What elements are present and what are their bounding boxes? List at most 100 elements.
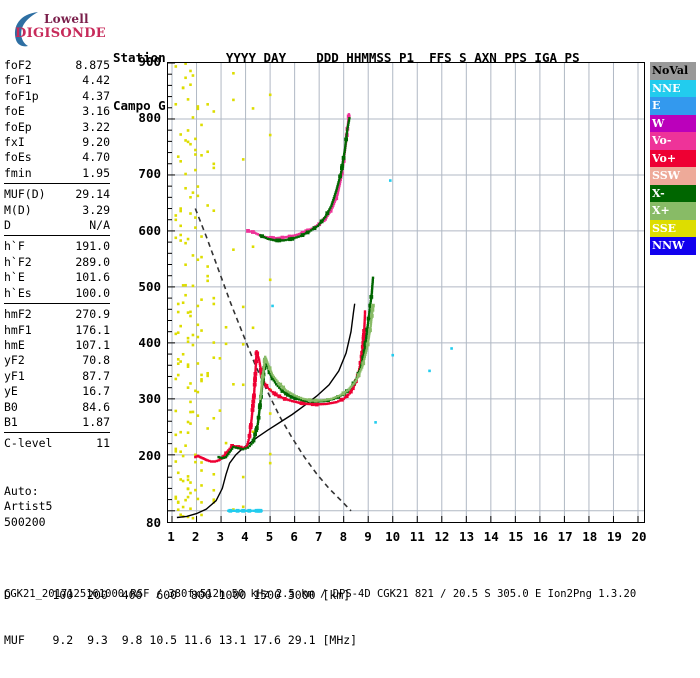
- param-value: 176.1: [75, 322, 110, 337]
- param-value: 101.6: [75, 270, 110, 285]
- param-group-profile: hmF2 270.9 hmF1 176.1 hmE 107.1 yF2 70.8 yF1…: [4, 307, 110, 434]
- x-tick-label-7: 7: [315, 529, 323, 544]
- x-tick-label-15: 15: [508, 529, 524, 544]
- x-ticks: [171, 516, 639, 522]
- param-label: M(D): [4, 202, 32, 217]
- param-row-foep: foEp 3.22: [4, 120, 110, 135]
- y-tick-label-800: 800: [138, 110, 161, 126]
- muf-distance-table: D 100 200 400 600 800 1000 1500 3000 [km…: [4, 558, 357, 678]
- legend-item-nne[interactable]: NNE: [650, 79, 696, 97]
- x-tick-label-1: 1: [167, 529, 175, 544]
- file-info-line: CGK21_2017125161000.RSF / 380fx512h 50 k…: [4, 588, 637, 600]
- param-row-hf: h`F 191.0: [4, 239, 110, 254]
- param-value: 107.1: [75, 337, 110, 352]
- logo-text-lowell: Lowell: [44, 12, 89, 26]
- legend-item-x-plus[interactable]: X+: [650, 202, 696, 220]
- x-tick-label-18: 18: [582, 529, 598, 544]
- param-group-muf: MUF(D) 29.14 M(D) 3.29 D N/A: [4, 187, 110, 237]
- param-row-md: M(D) 3.29: [4, 203, 110, 218]
- x-tick-label-14: 14: [483, 529, 499, 544]
- legend-item-nnw[interactable]: NNW: [650, 237, 696, 255]
- param-row-fmin: fmin 1.95: [4, 166, 110, 181]
- param-value: 4.37: [82, 88, 110, 103]
- trace-e-region-es-blue-: [227, 508, 263, 513]
- param-group-frequencies: foF2 8.875 foF1 4.42 foF1p 4.37 foE 3.16 foE…: [4, 58, 110, 185]
- param-value: 3.16: [82, 104, 110, 119]
- y-tick-label-200: 200: [138, 447, 161, 463]
- param-value: 100.0: [75, 285, 110, 300]
- param-row-foes: foEs 4.70: [4, 150, 110, 165]
- param-value: 270.9: [75, 307, 110, 322]
- legend-item-w[interactable]: W: [650, 114, 696, 132]
- footer-distance-row: D 100 200 400 600 800 1000 1500 3000 [km…: [4, 588, 351, 602]
- param-row-d: D N/A: [4, 218, 110, 233]
- x-tick-label-9: 9: [364, 529, 372, 544]
- legend-item-sse[interactable]: SSE: [650, 219, 696, 237]
- y-tick-label-400: 400: [138, 335, 161, 351]
- x-tick-label-10: 10: [385, 529, 401, 544]
- ionogram-plot[interactable]: [167, 62, 645, 523]
- param-label: MUF(D): [4, 187, 46, 202]
- noise-speckle: [174, 63, 272, 520]
- param-row-yf1: yF1 87.7: [4, 369, 110, 384]
- param-value: 9.20: [82, 135, 110, 150]
- param-label: D: [4, 218, 11, 233]
- param-row-b1: B1 1.87: [4, 415, 110, 430]
- param-row-fof2: foF2 8.875: [4, 58, 110, 73]
- ionogram-parameters-panel: foF2 8.875 foF1 4.42 foF1p 4.37 foE 3.16 foE…: [4, 58, 110, 457]
- param-value: 3.29: [82, 202, 110, 217]
- param-group-clevel: C-level 11: [4, 436, 110, 453]
- param-label: foF1p: [4, 88, 39, 103]
- y-minor-ticks: [168, 63, 175, 512]
- param-row-hmf2: hmF2 270.9: [4, 307, 110, 322]
- x-tick-label-4: 4: [241, 529, 249, 544]
- auto-code: 500200: [4, 514, 46, 529]
- y-tick-label-500: 500: [138, 278, 161, 294]
- param-row-fof1p: foF1p 4.37: [4, 89, 110, 104]
- param-group-virtual-heights: h`F 191.0 h`F2 289.0 h`E 101.6 h`Es 100.0: [4, 239, 110, 305]
- auto-label: Auto:: [4, 484, 39, 498]
- param-label: h`F2: [4, 254, 32, 269]
- auto-software: Artist5: [4, 499, 53, 514]
- param-row-hme: hmE 107.1: [4, 338, 110, 353]
- param-row-fxi: fxI 9.20: [4, 135, 110, 150]
- param-label: yF1: [4, 368, 25, 383]
- param-value: 8.875: [75, 58, 110, 72]
- param-value: 1.87: [82, 414, 110, 429]
- legend-item-ssw[interactable]: SSW: [650, 167, 696, 185]
- x-tick-label-8: 8: [339, 529, 348, 544]
- param-label: h`Es: [4, 285, 32, 300]
- legend-item-vo-plus[interactable]: Vo+: [650, 149, 696, 167]
- param-label: C-level: [4, 436, 53, 451]
- param-label: foF2: [4, 58, 32, 72]
- trace-x-trace-upper-x-: [259, 303, 375, 403]
- param-label: fxI: [4, 135, 25, 150]
- param-label: hmF1: [4, 322, 32, 337]
- x-tick-label-12: 12: [434, 529, 450, 544]
- param-value: 29.14: [75, 187, 110, 202]
- logo-arc-icon: [14, 12, 38, 47]
- param-label: foE: [4, 104, 25, 119]
- legend-item-e[interactable]: E: [650, 97, 696, 115]
- grid-lines: [168, 63, 644, 522]
- param-row-yf2: yF2 70.8: [4, 353, 110, 368]
- param-row-ye: yE 16.7: [4, 384, 110, 399]
- legend-item-noval[interactable]: NoVal: [650, 62, 696, 80]
- param-value: 84.6: [82, 399, 110, 414]
- legend-item-x-minus[interactable]: X-: [650, 184, 696, 202]
- x-tick-label-6: 6: [290, 529, 298, 544]
- param-value: 87.7: [82, 368, 110, 383]
- param-label: h`E: [4, 270, 25, 285]
- x-tick-label-2: 2: [191, 529, 200, 544]
- param-value: 289.0: [75, 254, 110, 269]
- x-tick-label-5: 5: [265, 529, 274, 544]
- param-row-hmf1: hmF1 176.1: [4, 323, 110, 338]
- param-row-hes: h`Es 100.0: [4, 286, 110, 301]
- param-label: B1: [4, 414, 18, 429]
- autoscaling-info: Auto: Artist5 500200: [4, 484, 52, 530]
- y-tick-label-600: 600: [138, 222, 161, 238]
- param-row-he: h`E 101.6: [4, 270, 110, 285]
- trace-x-trace-x-: [217, 276, 375, 460]
- legend-item-vo-minus[interactable]: Vo-: [650, 132, 696, 150]
- muf-dashed-curve: [194, 208, 352, 512]
